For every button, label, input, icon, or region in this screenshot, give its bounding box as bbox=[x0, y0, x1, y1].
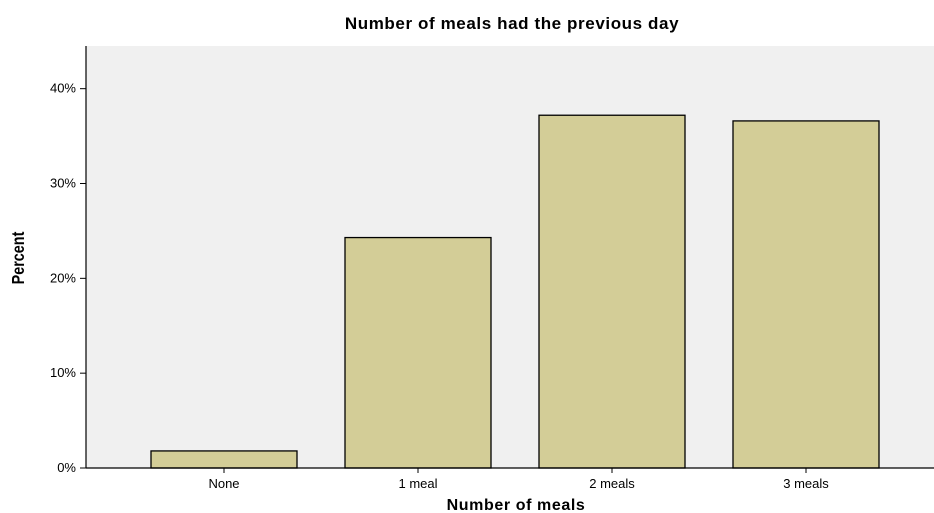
y-axis-label: Percent bbox=[9, 231, 29, 284]
chart-title: Number of meals had the previous day bbox=[345, 14, 679, 33]
bar-3-meals bbox=[732, 120, 880, 469]
y-tick-label: 40% bbox=[50, 81, 76, 96]
y-ticks-group: 0% 10% 20% 30% 40% bbox=[50, 81, 86, 475]
y-tick-label: 30% bbox=[50, 176, 76, 191]
y-tick-label: 10% bbox=[50, 365, 76, 380]
bar-1-meal bbox=[344, 236, 492, 469]
x-tick-label: 3 meals bbox=[783, 476, 829, 491]
x-ticks-group: None 1 meal 2 meals 3 meals bbox=[208, 468, 829, 491]
y-tick-label: 0% bbox=[57, 460, 76, 475]
bar-2-meals bbox=[538, 114, 686, 469]
y-tick-label: 20% bbox=[50, 270, 76, 285]
x-axis-label: Number of meals bbox=[447, 497, 586, 513]
bars-group bbox=[150, 114, 880, 469]
axes-group bbox=[85, 46, 934, 469]
bar-none bbox=[150, 450, 298, 469]
x-tick-label: 2 meals bbox=[589, 476, 635, 491]
x-tick-label: 1 meal bbox=[398, 476, 437, 491]
x-tick-label: None bbox=[208, 476, 239, 491]
